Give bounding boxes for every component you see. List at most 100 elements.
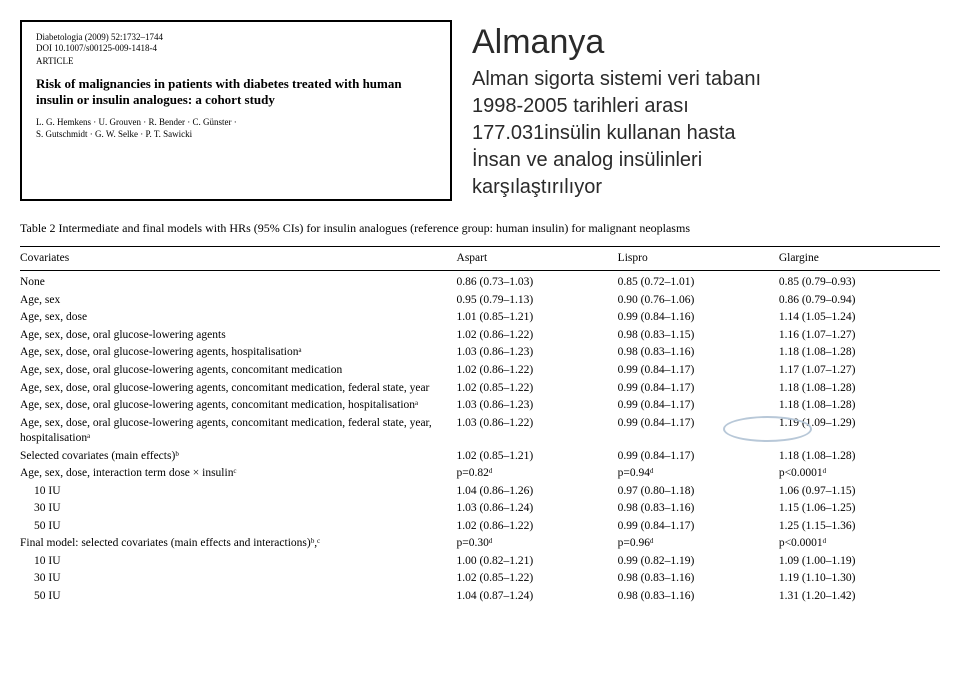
cell-covariate: Age, sex [20,292,457,310]
turkish-line-1: Alman sigorta sistemi veri tabanı [472,66,940,93]
turkish-line-3: 177.031insülin kullanan hasta [472,120,940,147]
cell-aspart: 1.02 (0.85–1.22) [457,570,618,588]
cell-aspart: 0.86 (0.73–1.03) [457,271,618,292]
cell-covariate: Selected covariates (main effects)ᵇ [20,448,457,466]
cell-glargine: 1.14 (1.05–1.24) [779,309,940,327]
cell-aspart: 1.02 (0.86–1.22) [457,362,618,380]
cell-lispro: 0.97 (0.80–1.18) [618,483,779,501]
authors-line-2: S. Gutschmidt · G. W. Selke · P. T. Sawi… [36,129,436,141]
cell-lispro: 0.99 (0.84–1.16) [618,309,779,327]
cell-covariate: Age, sex, dose [20,309,457,327]
table-row: 10 IU1.00 (0.82–1.21)0.99 (0.82–1.19)1.0… [20,553,940,571]
journal-line-2: DOI 10.1007/s00125-009-1418-4 [36,43,436,54]
cell-covariate: Age, sex, dose, oral glucose-lowering ag… [20,344,457,362]
cell-glargine: 1.31 (1.20–1.42) [779,588,940,606]
table-row: Age, sex, dose, oral glucose-lowering ag… [20,362,940,380]
cell-lispro: 0.98 (0.83–1.16) [618,570,779,588]
table-row: Age, sex, dose, oral glucose-lowering ag… [20,344,940,362]
cell-aspart: 1.03 (0.86–1.23) [457,344,618,362]
cell-covariate: 10 IU [20,483,457,501]
cell-covariate: None [20,271,457,292]
turkish-annotation: Almanya Alman sigorta sistemi veri taban… [472,20,940,201]
cell-glargine: 1.09 (1.00–1.19) [779,553,940,571]
table-row: Final model: selected covariates (main e… [20,535,940,553]
cell-covariate: Age, sex, dose, oral glucose-lowering ag… [20,397,457,415]
table-row: Age, sex, dose, oral glucose-lowering ag… [20,397,940,415]
cell-lispro: 0.99 (0.84–1.17) [618,518,779,536]
cell-aspart: 1.04 (0.87–1.24) [457,588,618,606]
table-row: Age, sex, dose, oral glucose-lowering ag… [20,415,940,448]
cell-lispro: 0.99 (0.84–1.17) [618,362,779,380]
cell-glargine: 1.06 (0.97–1.15) [779,483,940,501]
turkish-line-5: karşılaştırılıyor [472,174,940,201]
cell-aspart: p=0.82ᵈ [457,465,618,483]
cell-glargine: 1.18 (1.08–1.28) [779,397,940,415]
turkish-line-2: 1998-2005 tarihleri arası [472,93,940,120]
cell-glargine: 1.16 (1.07–1.27) [779,327,940,345]
table-row: 50 IU1.04 (0.87–1.24)0.98 (0.83–1.16)1.3… [20,588,940,606]
table-container: Table 2 Intermediate and final models wi… [20,221,940,605]
cell-lispro: 0.99 (0.84–1.17) [618,380,779,398]
cell-aspart: 1.02 (0.85–1.21) [457,448,618,466]
cell-lispro: p=0.94ᵈ [618,465,779,483]
top-section: Diabetologia (2009) 52:1732–1744 DOI 10.… [20,20,940,201]
cell-lispro: 0.85 (0.72–1.01) [618,271,779,292]
turkish-title: Almanya [472,20,940,66]
cell-lispro: p=0.96ᵈ [618,535,779,553]
cell-lispro: 0.99 (0.84–1.17) [618,415,779,448]
header-glargine: Glargine [779,246,940,271]
table-row: Selected covariates (main effects)ᵇ1.02 … [20,448,940,466]
article-title: Risk of malignancies in patients with di… [36,76,436,110]
cell-aspart: 1.03 (0.86–1.24) [457,500,618,518]
cell-lispro: 0.98 (0.83–1.16) [618,588,779,606]
cell-glargine: p<0.0001ᵈ [779,465,940,483]
cell-aspart: 1.04 (0.86–1.26) [457,483,618,501]
cell-aspart: 1.03 (0.86–1.22) [457,415,618,448]
cell-aspart: 1.02 (0.85–1.22) [457,380,618,398]
cell-aspart: 1.01 (0.85–1.21) [457,309,618,327]
cell-covariate: 30 IU [20,570,457,588]
cell-covariate: 30 IU [20,500,457,518]
cell-covariate: Age, sex, dose, oral glucose-lowering ag… [20,415,457,448]
cell-lispro: 0.98 (0.83–1.16) [618,500,779,518]
cell-covariate: 50 IU [20,518,457,536]
cell-lispro: 0.98 (0.83–1.15) [618,327,779,345]
table-row: 10 IU1.04 (0.86–1.26)0.97 (0.80–1.18)1.0… [20,483,940,501]
cell-glargine: 1.25 (1.15–1.36) [779,518,940,536]
table-row: Age, sex, dose, oral glucose-lowering ag… [20,380,940,398]
cell-lispro: 0.98 (0.83–1.16) [618,344,779,362]
cell-covariate: 10 IU [20,553,457,571]
cell-glargine: 1.18 (1.08–1.28) [779,344,940,362]
cell-glargine: 1.15 (1.06–1.25) [779,500,940,518]
cell-lispro: 0.99 (0.82–1.19) [618,553,779,571]
cell-aspart: 1.02 (0.86–1.22) [457,327,618,345]
cell-glargine: 1.18 (1.08–1.28) [779,380,940,398]
journal-line-1: Diabetologia (2009) 52:1732–1744 [36,32,436,43]
hr-table: Covariates Aspart Lispro Glargine None0.… [20,246,940,605]
cell-aspart: p=0.30ᵈ [457,535,618,553]
table-caption: Table 2 Intermediate and final models wi… [20,221,940,236]
cell-glargine: p<0.0001ᵈ [779,535,940,553]
cell-aspart: 0.95 (0.79–1.13) [457,292,618,310]
cell-lispro: 0.99 (0.84–1.17) [618,448,779,466]
article-citation-box: Diabetologia (2009) 52:1732–1744 DOI 10.… [20,20,452,201]
authors-line-1: L. G. Hemkens · U. Grouven · R. Bender ·… [36,117,436,129]
cell-aspart: 1.00 (0.82–1.21) [457,553,618,571]
header-covariates: Covariates [20,246,457,271]
cell-covariate: Age, sex, dose, interaction term dose × … [20,465,457,483]
header-aspart: Aspart [457,246,618,271]
header-lispro: Lispro [618,246,779,271]
cell-lispro: 0.90 (0.76–1.06) [618,292,779,310]
table-row: 50 IU1.02 (0.86–1.22)0.99 (0.84–1.17)1.2… [20,518,940,536]
table-row: Age, sex0.95 (0.79–1.13)0.90 (0.76–1.06)… [20,292,940,310]
cell-covariate: Age, sex, dose, oral glucose-lowering ag… [20,362,457,380]
cell-aspart: 1.03 (0.86–1.23) [457,397,618,415]
table-row: 30 IU1.02 (0.85–1.22)0.98 (0.83–1.16)1.1… [20,570,940,588]
cell-covariate: Age, sex, dose, oral glucose-lowering ag… [20,327,457,345]
table-row: Age, sex, dose, interaction term dose × … [20,465,940,483]
article-label: ARTICLE [36,56,436,66]
cell-glargine: 0.85 (0.79–0.93) [779,271,940,292]
table-row: Age, sex, dose1.01 (0.85–1.21)0.99 (0.84… [20,309,940,327]
cell-glargine: 1.17 (1.07–1.27) [779,362,940,380]
cell-covariate: 50 IU [20,588,457,606]
